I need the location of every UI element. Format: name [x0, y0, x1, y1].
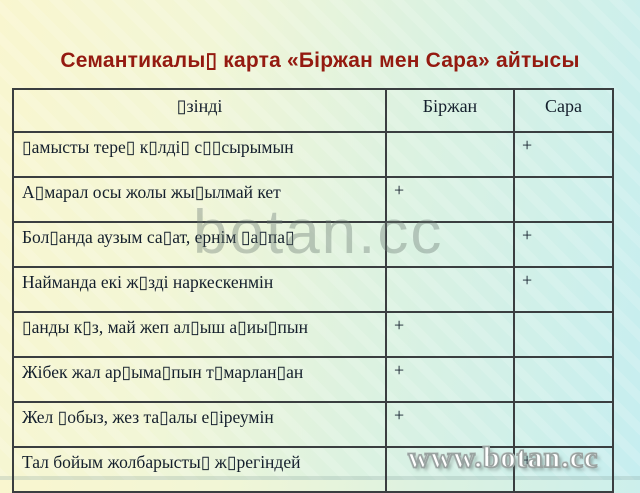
table-row: Жел ▯обыз, жез та▯алы е▯іреумін + [12, 401, 614, 448]
header-row: ▯зінді Біржан Сара [12, 88, 614, 133]
birzhan-cell: + [385, 401, 515, 448]
sara-cell: + [513, 131, 614, 178]
birzhan-cell: + [385, 356, 515, 403]
birzhan-cell: + [385, 176, 515, 223]
birzhan-cell [385, 266, 515, 313]
excerpt-cell: Найманда екі ж▯зді наркескенмін [12, 266, 387, 313]
sara-cell: + [513, 266, 614, 313]
semantic-map-table: ▯зінді Біржан Сара ▯амысты тере▯ к▯лді▯ … [12, 88, 614, 493]
column-header-excerpt: ▯зінді [12, 88, 387, 133]
sara-cell: + [513, 446, 614, 493]
table-row: Жібек жал ар▯ыма▯пын т▯марлан▯ан + [12, 356, 614, 403]
sara-cell [513, 311, 614, 358]
table-row: Тал бойым жолбарысты▯ ж▯регіндей + [12, 446, 614, 493]
sara-cell [513, 176, 614, 223]
table-row: ▯анды к▯з, май жеп ал▯ыш а▯иы▯пын + [12, 311, 614, 358]
excerpt-cell: Бол▯анда аузым са▯ат, ернім ▯а▯па▯ [12, 221, 387, 268]
slide-title: Семантикалы▯ карта «Біржан мен Сара» айт… [60, 49, 580, 72]
sara-cell: + [513, 221, 614, 268]
birzhan-cell [385, 221, 515, 268]
table-row: Найманда екі ж▯зді наркескенмін + [12, 266, 614, 313]
table-row: ▯амысты тере▯ к▯лді▯ с▯▯сырымын + [12, 131, 614, 178]
birzhan-cell: + [385, 311, 515, 358]
table-row: Бол▯анда аузым са▯ат, ернім ▯а▯па▯ + [12, 221, 614, 268]
birzhan-cell [385, 131, 515, 178]
excerpt-cell: ▯анды к▯з, май жеп ал▯ыш а▯иы▯пын [12, 311, 387, 358]
table-row: А▯марал осы жолы жы▯ылмай кет + [12, 176, 614, 223]
column-header-birzhan: Біржан [385, 88, 515, 133]
excerpt-cell: Жібек жал ар▯ыма▯пын т▯марлан▯ан [12, 356, 387, 403]
sara-cell [513, 356, 614, 403]
excerpt-cell: ▯амысты тере▯ к▯лді▯ с▯▯сырымын [12, 131, 387, 178]
excerpt-cell: Тал бойым жолбарысты▯ ж▯регіндей [12, 446, 387, 493]
excerpt-cell: А▯марал осы жолы жы▯ылмай кет [12, 176, 387, 223]
sara-cell [513, 401, 614, 448]
column-header-sara: Сара [513, 88, 614, 133]
excerpt-cell: Жел ▯обыз, жез та▯алы е▯іреумін [12, 401, 387, 448]
birzhan-cell [385, 446, 515, 493]
